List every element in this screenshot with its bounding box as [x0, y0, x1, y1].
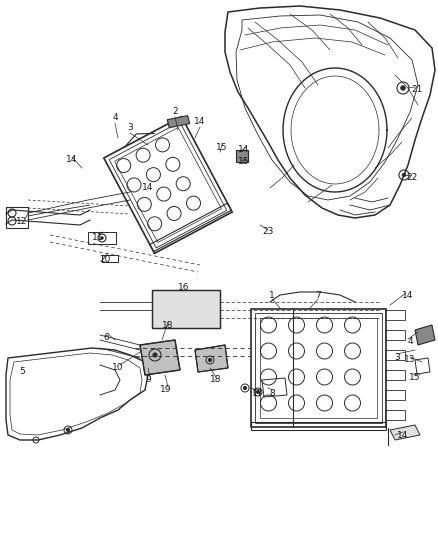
Circle shape — [402, 173, 406, 177]
Text: 7: 7 — [315, 292, 321, 301]
Circle shape — [400, 85, 406, 91]
Text: 14: 14 — [397, 431, 409, 440]
Circle shape — [153, 353, 157, 357]
Polygon shape — [415, 325, 435, 345]
Polygon shape — [152, 290, 220, 328]
Text: 14: 14 — [238, 146, 250, 155]
Text: 14: 14 — [142, 183, 154, 192]
Circle shape — [67, 429, 70, 432]
Text: 20: 20 — [99, 255, 111, 264]
Circle shape — [257, 391, 259, 393]
Text: 3: 3 — [394, 352, 400, 361]
Text: 10: 10 — [112, 364, 124, 373]
Text: 19: 19 — [160, 385, 172, 394]
Text: 9: 9 — [145, 376, 151, 384]
Polygon shape — [236, 150, 248, 162]
Text: 15: 15 — [238, 157, 250, 166]
Text: 13: 13 — [404, 356, 416, 365]
Circle shape — [100, 237, 103, 239]
Text: 23: 23 — [262, 228, 274, 237]
Polygon shape — [195, 345, 228, 372]
Text: 8: 8 — [269, 389, 275, 398]
Text: 17: 17 — [252, 389, 264, 398]
Text: 4: 4 — [112, 114, 118, 123]
Text: 1: 1 — [269, 292, 275, 301]
Text: 14: 14 — [194, 117, 206, 126]
Text: 3: 3 — [127, 124, 133, 133]
Text: 16: 16 — [178, 284, 190, 293]
Text: 5: 5 — [19, 367, 25, 376]
Polygon shape — [140, 340, 180, 375]
Polygon shape — [167, 116, 190, 128]
Text: 12: 12 — [16, 217, 28, 227]
Circle shape — [244, 386, 247, 390]
Text: 14: 14 — [66, 156, 78, 165]
Text: 15: 15 — [409, 373, 421, 382]
Text: 11: 11 — [92, 233, 104, 243]
Text: 18: 18 — [210, 376, 222, 384]
Text: 6: 6 — [103, 333, 109, 342]
Polygon shape — [390, 425, 420, 440]
Text: 15: 15 — [216, 143, 228, 152]
Text: 2: 2 — [172, 108, 178, 117]
Text: 14: 14 — [403, 292, 413, 301]
Text: 21: 21 — [411, 85, 423, 94]
Text: 4: 4 — [407, 337, 413, 346]
Text: 18: 18 — [162, 320, 174, 329]
Circle shape — [208, 359, 212, 361]
Text: 22: 22 — [406, 174, 417, 182]
